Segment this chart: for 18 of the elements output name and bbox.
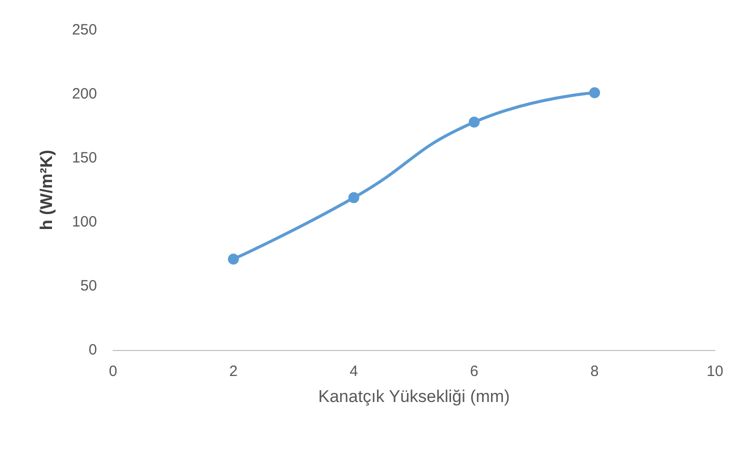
y-tick-label: 200: [72, 86, 97, 102]
x-tick-label: 8: [590, 363, 599, 380]
y-tick-label: 150: [72, 150, 97, 166]
x-tick-label: 4: [350, 363, 358, 380]
x-tick-label: 6: [470, 363, 478, 380]
x-tick-label: 2: [229, 363, 238, 380]
x-tick-label: 0: [108, 363, 118, 380]
y-tick-label: 100: [72, 214, 97, 230]
point: [468, 116, 480, 128]
y-tick-label: 250: [72, 22, 97, 38]
point: [228, 254, 239, 265]
y-axis-title: h (W/m²K): [37, 150, 56, 230]
y-tick-label: 50: [80, 278, 97, 294]
point: [348, 192, 360, 204]
x-tick-label: 10: [706, 363, 724, 380]
x-axis-title: Kanatçık Yüksekliği (mm): [318, 387, 510, 406]
point: [589, 87, 600, 98]
y-tick-label: 0: [88, 342, 97, 358]
